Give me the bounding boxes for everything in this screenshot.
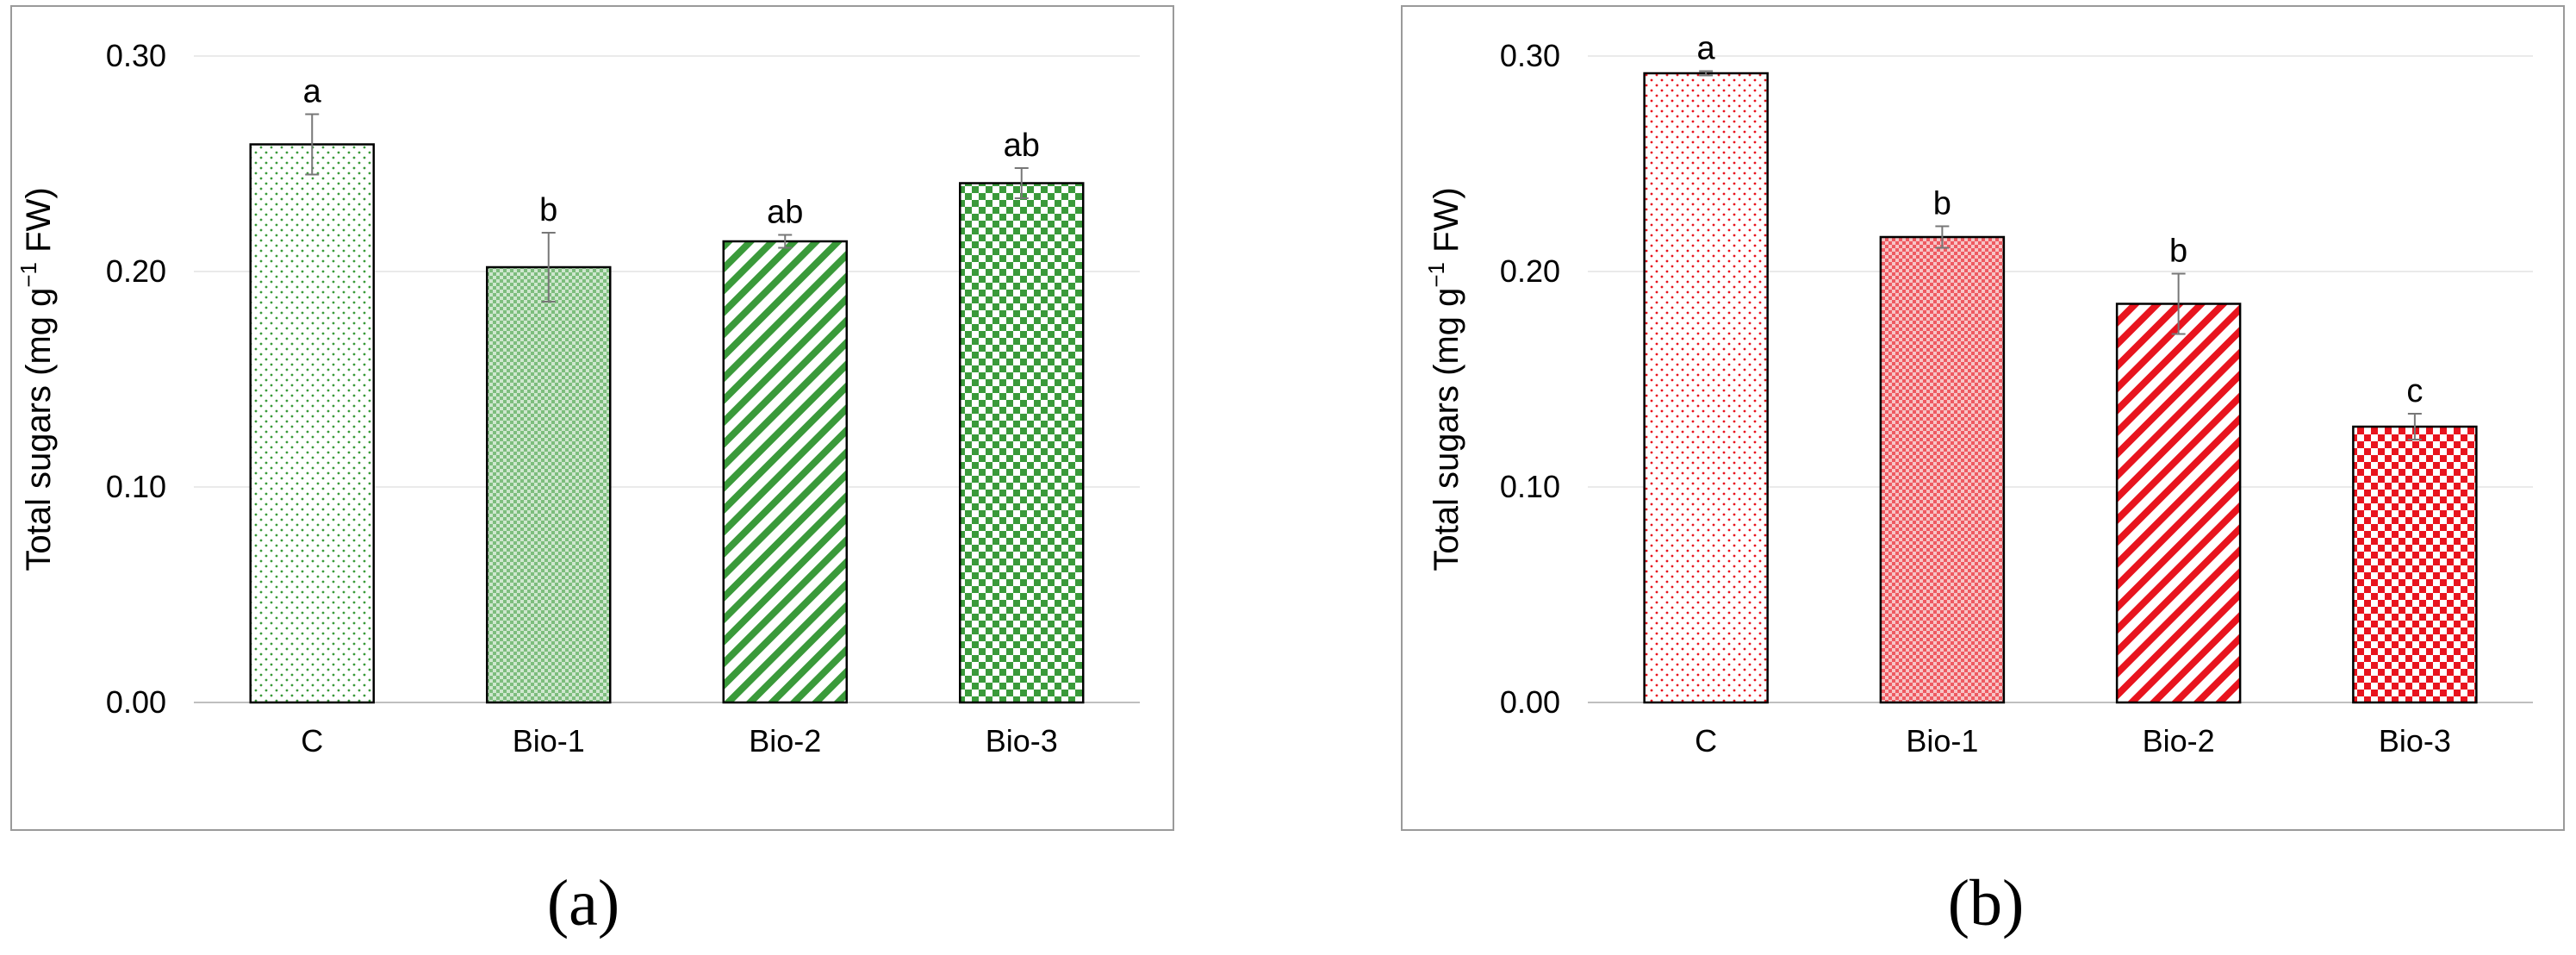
y-tick-label: 0.30	[1500, 38, 1560, 73]
significance-label: b	[1933, 186, 1951, 222]
y-tick-label: 0.20	[1500, 253, 1560, 289]
significance-label: ab	[767, 195, 803, 231]
y-tick-label: 0.30	[106, 38, 166, 73]
significance-label: a	[303, 74, 322, 110]
bar-bio-2	[722, 240, 848, 704]
x-tick-label: Bio-2	[2143, 723, 2215, 758]
x-tick-label: Bio-1	[513, 723, 585, 758]
x-tick-label: Bio-2	[749, 723, 821, 758]
panel-label-b: (b)	[1948, 867, 2025, 939]
x-tick-label: Bio-1	[1906, 723, 1978, 758]
bar-bio-3	[2352, 425, 2478, 704]
panel-label-a: (a)	[547, 867, 619, 939]
bar-bio-1	[486, 265, 612, 704]
bar-c	[1643, 72, 1769, 704]
chart-b: 0.00 0.10 0.20 0.30 Total sugars (mg g−1 FW)…	[1423, 31, 2533, 758]
bar-bio-3	[959, 182, 1085, 704]
x-tick-label: Bio-3	[986, 723, 1058, 758]
y-tick-label: 0.20	[106, 253, 166, 289]
y-tick-label: 0.00	[1500, 684, 1560, 720]
y-tick-label: 0.00	[106, 684, 166, 720]
x-tick-label: C	[301, 723, 323, 758]
x-tick-label: Bio-3	[2379, 723, 2451, 758]
y-tick-label: 0.10	[1500, 469, 1560, 504]
bar-bio-2	[2115, 303, 2242, 704]
y-tick-label: 0.10	[106, 469, 166, 504]
y-axis-label: Total sugars (mg g−1 FW)	[16, 187, 58, 571]
significance-label: b	[2169, 234, 2187, 270]
significance-label: b	[539, 192, 557, 228]
x-tick-label: C	[1695, 723, 1717, 758]
significance-label: c	[2406, 373, 2423, 409]
chart-a: 0.00 0.10 0.20 0.30 Total sugars (mg g−1 FW)…	[16, 38, 1140, 758]
significance-label: a	[1697, 31, 1716, 67]
y-axis-label: Total sugars (mg g−1 FW)	[1423, 187, 1465, 571]
significance-label: ab	[1004, 128, 1040, 164]
bar-bio-1	[1879, 235, 2006, 704]
bar-c	[249, 143, 375, 704]
